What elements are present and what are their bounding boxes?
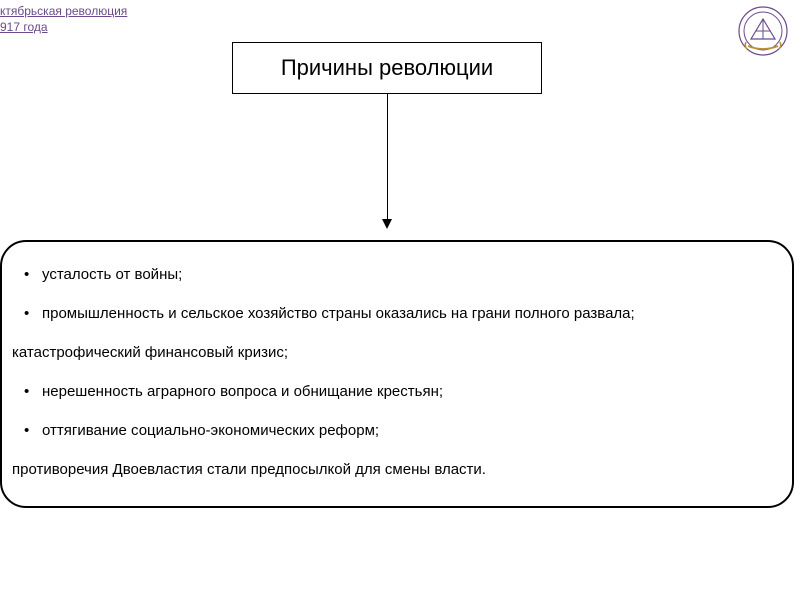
logo-emblem	[736, 4, 790, 58]
arrow-head-icon	[382, 219, 392, 229]
arrow-down	[386, 94, 388, 229]
list-item: промышленность и сельское хозяйство стра…	[12, 305, 782, 322]
header-link-line1: ктябрьская революция	[0, 4, 127, 18]
content-box: усталость от войны; промышленность и сел…	[0, 240, 794, 508]
list-item: усталость от войны;	[12, 266, 782, 283]
list-item: противоречия Двоевластия стали предпосыл…	[12, 461, 782, 478]
arrow-line	[387, 94, 388, 222]
list-item: катастрофический финансовый кризис;	[12, 344, 782, 361]
list-item: нерешенность аграрного вопроса и обнищан…	[12, 383, 782, 400]
title-box: Причины революции	[232, 42, 542, 94]
header-link[interactable]: ктябрьская революция 917 года	[0, 4, 127, 35]
title-text: Причины революции	[281, 55, 493, 81]
list-item: оттягивание социально-экономических рефо…	[12, 422, 782, 439]
header-link-line2: 917 года	[0, 20, 48, 34]
